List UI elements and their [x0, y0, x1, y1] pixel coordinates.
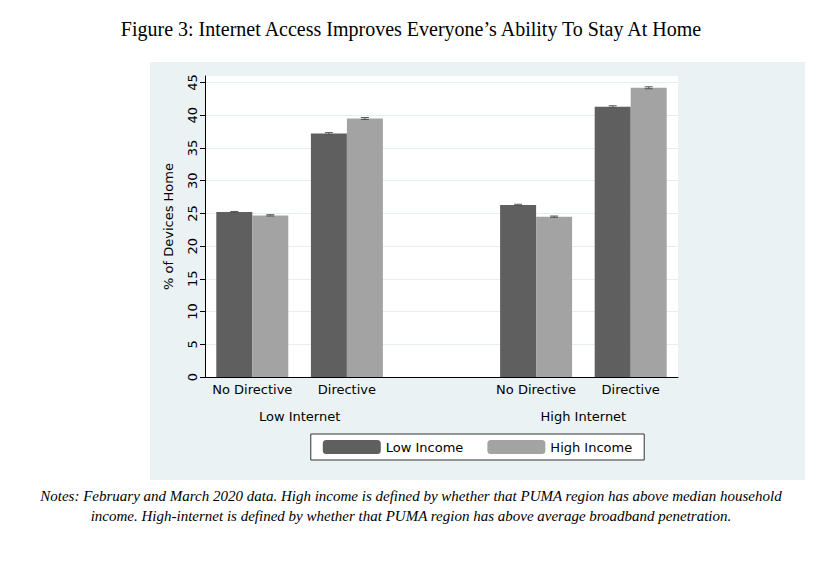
svg-text:5: 5: [185, 340, 200, 348]
svg-text:20: 20: [185, 238, 200, 255]
svg-text:No Directive: No Directive: [496, 382, 576, 397]
svg-text:No Directive: No Directive: [212, 382, 292, 397]
html-text:Figure 3: Internet Access Impr: Figure 3: Internet Access Improves Every…: [120, 18, 702, 40]
svg-text:Low Internet: Low Internet: [259, 409, 340, 424]
svg-text:25: 25: [185, 205, 200, 222]
svg-text:40: 40: [185, 107, 200, 124]
svg-text:% of Devices Home: % of Devices Home: [161, 163, 176, 290]
svg-text:High Income: High Income: [550, 440, 632, 455]
svg-text:Low Income: Low Income: [386, 440, 464, 455]
svg-text:15: 15: [185, 271, 200, 288]
svg-text:High Internet: High Internet: [541, 409, 627, 424]
svg-text:Directive: Directive: [602, 382, 660, 397]
svg-text:30: 30: [185, 172, 200, 189]
html-text:Notes: February and March 2020: Notes: February and March 2020 data. Hig…: [40, 488, 782, 524]
svg-text:0: 0: [185, 373, 200, 381]
svg-text:35: 35: [185, 140, 200, 157]
svg-text:Directive: Directive: [318, 382, 376, 397]
svg-text:10: 10: [185, 303, 200, 320]
svg-text:45: 45: [185, 74, 200, 91]
